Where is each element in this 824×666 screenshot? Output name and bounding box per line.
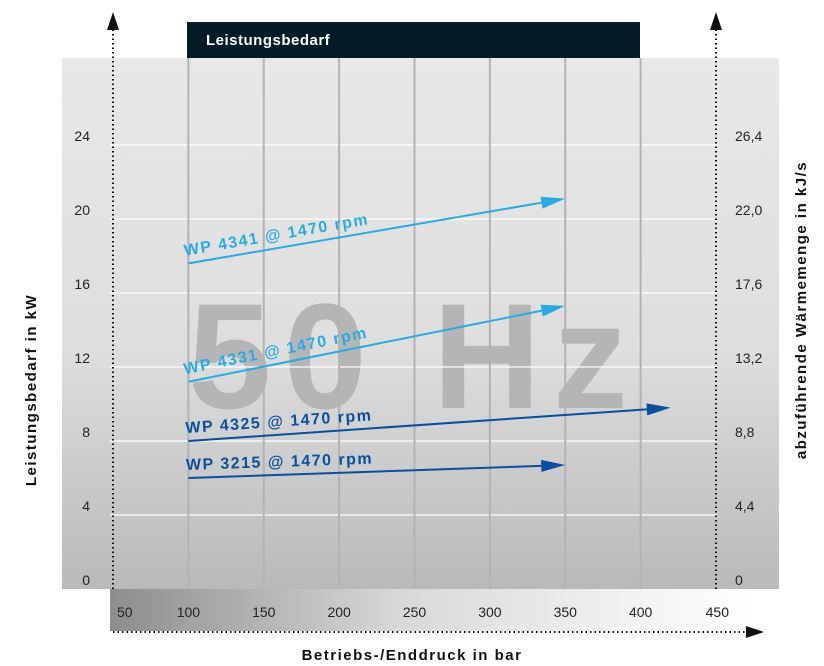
- x-axis-title: Betriebs-/Enddruck in bar: [302, 647, 523, 664]
- series-arrow-line: [188, 309, 542, 383]
- y-axis-arrow-icon: [107, 12, 119, 30]
- y-tick-label: 4: [82, 498, 90, 514]
- y2-tick-label: 22,0: [735, 202, 762, 218]
- y2-tick-label: 17,6: [735, 276, 762, 292]
- x-tick-label: 200: [327, 604, 351, 620]
- x-tick-label: 100: [177, 604, 201, 620]
- series-arrow-head: [646, 403, 671, 416]
- y2-tick-label: 0: [735, 572, 743, 588]
- chart-header-bar: [187, 22, 640, 58]
- x-tick-label: 300: [478, 604, 502, 620]
- series-arrow-line: [188, 464, 542, 479]
- y-tick-label: 0: [82, 572, 90, 588]
- chart-title: Leistungsbedarf: [206, 32, 331, 49]
- y-tick-label: 24: [74, 128, 90, 144]
- y-axis-title: Leistungsbedarf in kW: [23, 294, 40, 486]
- series-arrow-line: [188, 408, 647, 442]
- x-tick-label: 350: [554, 604, 578, 620]
- x-tick-label: 50: [117, 604, 133, 620]
- x-tick-label: 250: [403, 604, 427, 620]
- x-tick-label: 150: [252, 604, 276, 620]
- x-tick-label: 400: [629, 604, 653, 620]
- y-tick-label: 12: [74, 350, 90, 366]
- y2-tick-label: 26,4: [735, 128, 762, 144]
- grid-lines: [110, 58, 717, 589]
- left-axis-band: [62, 58, 110, 589]
- x-tick-label: 450: [706, 604, 730, 620]
- y-tick-label: 16: [74, 276, 90, 292]
- y2-tick-label: 8,8: [735, 424, 755, 440]
- y2-axis-arrow-icon: [710, 12, 722, 30]
- series-arrow-head: [540, 304, 566, 317]
- axes: [107, 12, 764, 638]
- x-axis-arrow-icon: [746, 626, 764, 638]
- y2-tick-label: 13,2: [735, 350, 762, 366]
- y2-axis-title: abzuführende Wärmemenge in kJ/s: [793, 161, 810, 459]
- series-label: WP 3215 @ 1470 rpm: [186, 451, 374, 474]
- y-tick-label: 8: [82, 424, 90, 440]
- watermark-text: 50 Hz: [188, 272, 640, 440]
- y-tick-label: 20: [74, 202, 90, 218]
- series-arrow-line: [188, 201, 542, 265]
- right-axis-band: [717, 58, 779, 589]
- tick-labels: 0 0 4 4,4 8 8,8 12 13,2 16 17,6 20 22,0 24 26,4 50 100 1…: [74, 128, 762, 620]
- y2-tick-label: 4,4: [735, 498, 755, 514]
- series-arrow-head: [541, 459, 566, 472]
- series-arrow-head: [540, 196, 566, 209]
- x-axis-band: [110, 589, 750, 631]
